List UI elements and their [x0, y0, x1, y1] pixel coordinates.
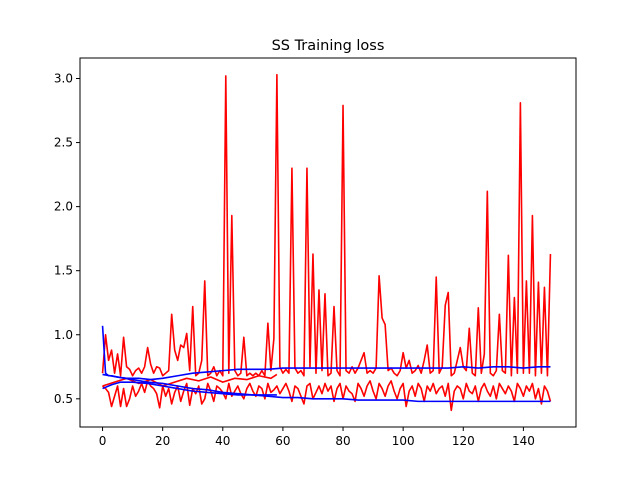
x-tick-label: 40	[215, 434, 230, 448]
x-tick-label: 80	[335, 434, 350, 448]
series-line-1	[102, 380, 552, 412]
series-lines	[101, 73, 552, 412]
series-line-0	[101, 73, 552, 377]
x-tick-label: 60	[275, 434, 290, 448]
y-axis-ticks: 0.5 1.0 1.5 2.0 2.5 3.0	[54, 72, 80, 406]
x-tick-label: 140	[512, 434, 535, 448]
y-tick-label: 2.5	[54, 136, 73, 150]
series-line-3	[101, 325, 551, 381]
y-tick-label: 1.5	[54, 264, 73, 278]
x-tick-label: 100	[392, 434, 415, 448]
y-tick-label: 1.0	[54, 328, 73, 342]
x-axis-ticks: 0 20 40 60 80 100 120 140	[99, 427, 535, 448]
y-tick-label: 3.0	[54, 72, 73, 86]
series-line-4	[102, 373, 551, 403]
x-tick-label: 120	[452, 434, 475, 448]
x-tick-label: 0	[99, 434, 107, 448]
x-tick-label: 20	[155, 434, 170, 448]
series-line-5	[102, 381, 277, 396]
series-line-2	[102, 373, 278, 387]
y-tick-label: 0.5	[54, 392, 73, 406]
y-tick-label: 2.0	[54, 200, 73, 214]
chart-title: SS Training loss	[272, 38, 385, 54]
plot-frame	[79, 57, 577, 428]
